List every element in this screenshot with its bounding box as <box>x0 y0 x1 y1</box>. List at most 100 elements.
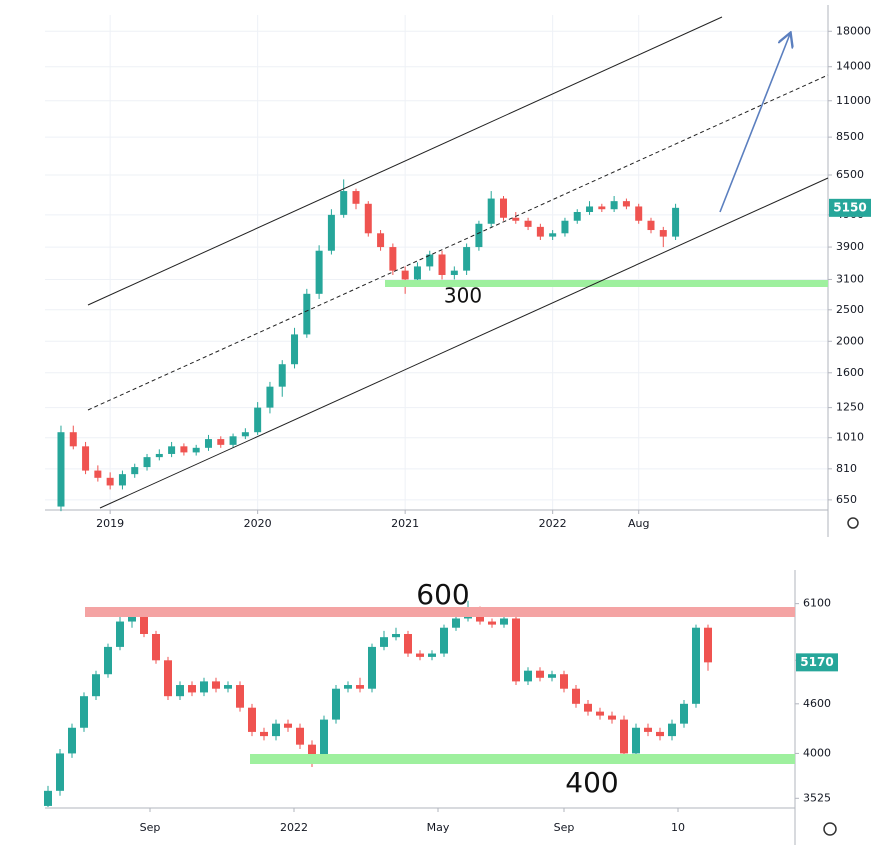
last-price-label: 5170 <box>800 655 833 669</box>
y-tick-label: 3100 <box>836 272 864 285</box>
x-tick-label: Sep <box>554 821 575 834</box>
settings-icon[interactable] <box>823 517 859 836</box>
y-tick-label: 1250 <box>836 401 864 414</box>
candle-body <box>164 660 172 697</box>
candle-body <box>229 436 237 445</box>
last-price-box <box>796 653 838 672</box>
candle-body <box>200 681 208 693</box>
candle-body <box>364 203 372 234</box>
candle-body <box>610 201 618 210</box>
candle-body <box>155 453 163 458</box>
candle-body <box>116 621 124 647</box>
candle-body <box>560 674 568 689</box>
candle-body <box>92 674 100 697</box>
y-tick-label: 3900 <box>836 240 864 253</box>
y-tick-label: 810 <box>836 462 857 475</box>
candle-body <box>672 207 680 237</box>
candle-body <box>572 688 580 704</box>
x-tick-label: 2019 <box>96 517 124 530</box>
candle-body <box>598 206 606 210</box>
candle-body <box>584 703 592 712</box>
candle-body <box>586 206 594 213</box>
candle-body <box>308 744 316 758</box>
target-arrow <box>719 34 790 213</box>
candle-body <box>428 653 436 657</box>
candle-body <box>303 293 311 335</box>
x-tick-label: 2022 <box>539 517 567 530</box>
y-tick-label: 2500 <box>836 303 864 316</box>
candle-body <box>44 790 52 806</box>
x-tick-label: May <box>427 821 450 834</box>
x-tick-label: 10 <box>671 821 685 834</box>
candle-body <box>377 233 385 248</box>
candle-body <box>204 439 212 448</box>
last-price-box <box>829 198 871 217</box>
y-tick-label: 4000 <box>803 746 831 759</box>
resistance-zone <box>85 607 795 617</box>
annotation: 400 <box>565 766 618 799</box>
candle-body <box>104 646 112 675</box>
candle-body <box>131 467 139 475</box>
candle-body <box>344 685 352 689</box>
candle-body <box>426 254 434 267</box>
candle-body <box>500 618 508 625</box>
candle-body <box>152 633 160 661</box>
candle-body <box>68 727 76 754</box>
candle-body <box>392 633 400 638</box>
candle-body <box>320 719 328 758</box>
candle-body <box>536 226 544 237</box>
candle-body <box>659 230 667 237</box>
candle-body <box>248 707 256 732</box>
top-drawings <box>87 16 829 509</box>
candle-body <box>260 731 268 737</box>
candle-body <box>620 719 628 754</box>
y-tick-label: 650 <box>836 493 857 506</box>
candle-body <box>416 653 424 657</box>
y-tick-label: 14000 <box>836 60 871 73</box>
candle-body <box>622 201 630 207</box>
candle-body <box>632 727 640 754</box>
candle-body <box>463 247 471 271</box>
candle-body <box>644 727 652 732</box>
candle-body <box>278 364 286 387</box>
candle-body <box>180 446 188 453</box>
candle-body <box>332 688 340 720</box>
candle-body <box>413 266 421 280</box>
candle-body <box>440 627 448 654</box>
x-tick-label: 2021 <box>391 517 419 530</box>
candle-body <box>284 723 292 728</box>
candle-body <box>380 637 388 647</box>
candle-body <box>143 457 151 468</box>
x-tick-label: 2020 <box>244 517 272 530</box>
candle-body <box>680 703 688 724</box>
y-tick-label: 6100 <box>803 597 831 610</box>
y-tick-label: 3525 <box>803 791 831 804</box>
candle-body <box>475 223 483 248</box>
candle-body <box>224 685 232 689</box>
candle-body <box>401 270 409 280</box>
channel-mid <box>87 74 829 411</box>
candle-body <box>188 685 196 693</box>
support-zone <box>250 754 795 764</box>
x-tick-label: Sep <box>140 821 161 834</box>
candle-body <box>573 212 581 221</box>
candle-body <box>57 432 65 507</box>
candle-body <box>80 696 88 728</box>
candle-body <box>368 646 376 689</box>
candle-body <box>291 334 299 365</box>
y-tick-label: 11000 <box>836 94 871 107</box>
candle-body <box>561 220 569 234</box>
y-tick-label: 6500 <box>836 168 864 181</box>
candle-body <box>512 618 520 682</box>
candle-body <box>438 254 446 275</box>
candle-body <box>254 407 262 433</box>
candle-body <box>356 685 364 689</box>
y-tick-label: 1600 <box>836 366 864 379</box>
candle-body <box>524 220 532 227</box>
candle-body <box>635 206 643 221</box>
x-tick-label: Aug <box>628 517 649 530</box>
y-tick-label: 1010 <box>836 431 864 444</box>
candle-body <box>536 670 544 678</box>
candle-body <box>450 270 458 275</box>
candle-body <box>487 198 495 224</box>
